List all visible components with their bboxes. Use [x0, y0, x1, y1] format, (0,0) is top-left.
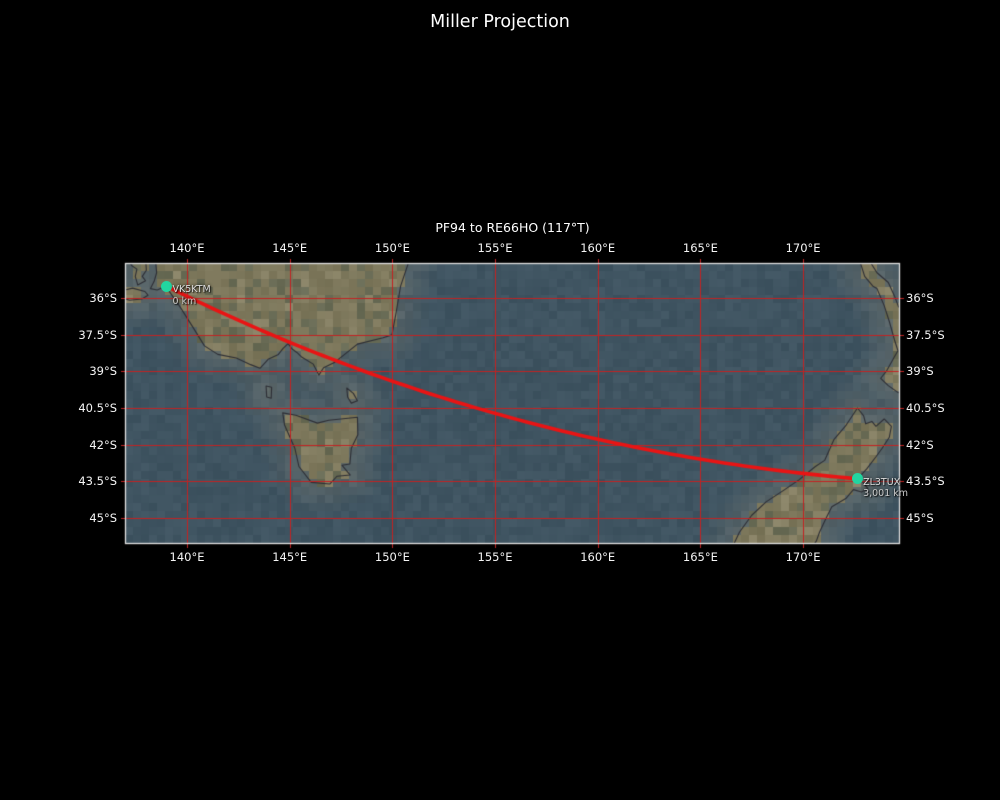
map-title: PF94 to RE66HO (117°T)	[435, 220, 590, 235]
lon-tick-label-bottom: 150°E	[374, 550, 410, 564]
lat-tick-label-right: 42°S	[906, 437, 934, 452]
lat-tick-label-right: 37.5°S	[906, 327, 945, 342]
lon-tick-label-top: 145°E	[272, 241, 308, 255]
lat-tick-label-left: 43.5°S	[78, 474, 117, 489]
route-marker-start-label: VK5KTM 0 km	[172, 284, 210, 307]
lat-tick-label-left: 40.5°S	[78, 401, 117, 415]
lon-tick-label-bottom: 145°E	[272, 550, 308, 564]
lon-tick-label-top: 170°E	[785, 241, 821, 255]
lat-tick-label-right: 43.5°S	[906, 474, 945, 489]
lon-tick-label-bottom: 170°E	[785, 550, 821, 564]
lon-tick-label-top: 150°E	[374, 241, 410, 255]
route-marker-end	[851, 473, 863, 485]
end-callsign: ZL3TUX	[863, 476, 901, 488]
lat-tick-label-right: 36°S	[906, 291, 934, 306]
lon-tick-label-bottom: 155°E	[477, 550, 513, 564]
route-marker-start	[160, 280, 172, 292]
lat-tick-label-left: 36°S	[89, 291, 117, 306]
map-canvas	[117, 255, 908, 552]
lon-tick-label-top: 155°E	[477, 241, 513, 255]
start-distance: 0 km	[172, 295, 197, 307]
lat-tick-label-right: 39°S	[906, 364, 934, 379]
start-callsign: VK5KTM	[172, 284, 211, 296]
lat-tick-label-left: 45°S	[89, 510, 117, 525]
lon-tick-label-top: 160°E	[580, 241, 616, 255]
lon-tick-label-bottom: 165°E	[682, 550, 718, 564]
lon-tick-label-top: 165°E	[682, 241, 718, 255]
route-marker-end-label: ZL3TUX 3,001 km	[863, 477, 908, 500]
lat-tick-label-left: 39°S	[89, 364, 117, 379]
lon-tick-label-top: 140°E	[169, 241, 205, 255]
lat-tick-label-left: 37.5°S	[78, 327, 117, 342]
lon-tick-label-bottom: 160°E	[580, 550, 616, 564]
figure-title: Miller Projection	[430, 12, 570, 32]
lat-tick-label-left: 42°S	[89, 437, 117, 452]
lat-tick-label-right: 45°S	[906, 510, 934, 525]
lon-tick-label-bottom: 140°E	[169, 550, 205, 564]
end-distance: 3,001 km	[863, 488, 909, 500]
lat-tick-label-right: 40.5°S	[906, 401, 945, 415]
